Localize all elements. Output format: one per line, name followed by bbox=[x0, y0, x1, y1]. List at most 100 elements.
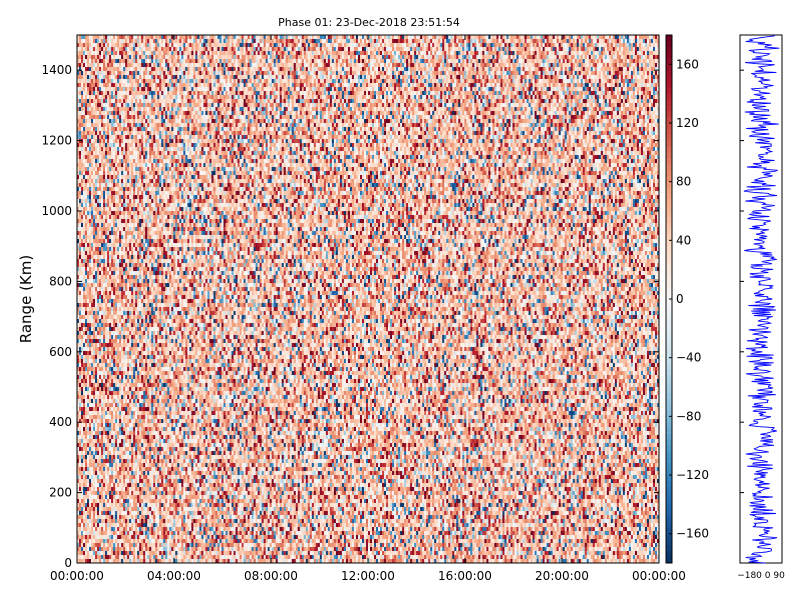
colorbar-segment bbox=[666, 211, 672, 217]
colorbar-segment bbox=[666, 158, 672, 164]
colorbar-segment bbox=[666, 422, 672, 428]
colorbar-segment bbox=[666, 41, 672, 47]
colorbar-segment bbox=[666, 123, 672, 129]
colorbar-segment bbox=[666, 399, 672, 405]
y-tick-label: 400 bbox=[49, 415, 72, 429]
colorbar-segment bbox=[666, 287, 672, 293]
colorbar-segment bbox=[666, 545, 672, 551]
colorbar-segment bbox=[666, 193, 672, 199]
colorbar-segment bbox=[666, 76, 672, 82]
colorbar-segment bbox=[666, 364, 672, 370]
colorbar-tick-label: 160 bbox=[676, 57, 699, 71]
colorbar-segment bbox=[666, 493, 672, 499]
colorbar-segment bbox=[666, 135, 672, 141]
colorbar-segment bbox=[666, 82, 672, 88]
colorbar-segment bbox=[666, 264, 672, 270]
colorbar-segment bbox=[666, 387, 672, 393]
colorbar-tick-label: −80 bbox=[676, 409, 701, 423]
colorbar-segment bbox=[666, 53, 672, 59]
y-tick-label: 1000 bbox=[41, 204, 72, 218]
profile-x-tick-labels: −180 0 90 bbox=[737, 571, 785, 581]
y-tick-label: 1400 bbox=[41, 63, 72, 77]
colorbar-segment bbox=[666, 498, 672, 504]
colorbar-segment bbox=[666, 47, 672, 53]
colorbar-segment bbox=[666, 258, 672, 264]
colorbar-segment bbox=[666, 100, 672, 106]
colorbar-segment bbox=[666, 70, 672, 76]
colorbar-tick-label: −120 bbox=[676, 468, 709, 482]
colorbar-segment bbox=[666, 111, 672, 117]
colorbar-segment bbox=[666, 322, 672, 328]
x-tick-label: 00:00:00 bbox=[632, 569, 686, 583]
colorbar-tick-label: 40 bbox=[676, 233, 691, 247]
colorbar-segment bbox=[666, 487, 672, 493]
colorbar-segment bbox=[666, 328, 672, 334]
colorbar-segment bbox=[666, 64, 672, 70]
y-tick-label: 1200 bbox=[41, 134, 72, 148]
colorbar-tick-label: 120 bbox=[676, 116, 699, 130]
colorbar-segment bbox=[666, 146, 672, 152]
colorbar-segment bbox=[666, 557, 672, 563]
colorbar-segment bbox=[666, 252, 672, 258]
x-tick-label: 16:00:00 bbox=[438, 569, 492, 583]
y-tick-label: 0 bbox=[64, 556, 72, 570]
colorbar-segment bbox=[666, 105, 672, 111]
x-tick-label: 00:00:00 bbox=[50, 569, 104, 583]
colorbar-segment bbox=[666, 229, 672, 235]
colorbar-segment bbox=[666, 416, 672, 422]
colorbar-segment bbox=[666, 311, 672, 317]
heatmap bbox=[77, 35, 659, 563]
colorbar-segment bbox=[666, 182, 672, 188]
colorbar-segment bbox=[666, 504, 672, 510]
colorbar-segment bbox=[666, 188, 672, 194]
colorbar-segment bbox=[666, 176, 672, 182]
colorbar-segment bbox=[666, 446, 672, 452]
colorbar-segment bbox=[666, 94, 672, 100]
colorbar-segment bbox=[666, 481, 672, 487]
chart-title: Phase 01: 23-Dec-2018 23:51:54 bbox=[278, 16, 460, 29]
colorbar-segment bbox=[666, 246, 672, 252]
colorbar-segment bbox=[666, 522, 672, 528]
y-tick-label: 800 bbox=[49, 274, 72, 288]
colorbar-segment bbox=[666, 205, 672, 211]
colorbar-segment bbox=[666, 410, 672, 416]
colorbar-segment bbox=[666, 223, 672, 229]
colorbar-segment bbox=[666, 434, 672, 440]
colorbar-segment bbox=[666, 164, 672, 170]
colorbar-segment bbox=[666, 369, 672, 375]
colorbar-segment bbox=[666, 405, 672, 411]
colorbar-segment bbox=[666, 375, 672, 381]
x-tick-label: 20:00:00 bbox=[535, 569, 589, 583]
colorbar-segment bbox=[666, 152, 672, 158]
colorbar-segment bbox=[666, 199, 672, 205]
colorbar-segment bbox=[666, 234, 672, 240]
y-tick-label: 600 bbox=[49, 345, 72, 359]
colorbar-tick-label: −160 bbox=[676, 527, 709, 541]
colorbar-segment bbox=[666, 340, 672, 346]
colorbar-segment bbox=[666, 540, 672, 546]
colorbar-segment bbox=[666, 88, 672, 94]
colorbar-segment bbox=[666, 452, 672, 458]
colorbar-segment bbox=[666, 240, 672, 246]
colorbar-segment bbox=[666, 276, 672, 282]
colorbar-segment bbox=[666, 129, 672, 135]
colorbar-segment bbox=[666, 528, 672, 534]
colorbar-segment bbox=[666, 469, 672, 475]
colorbar-tick-label: −40 bbox=[676, 351, 701, 365]
y-axis-label: Range (Km) bbox=[17, 255, 35, 343]
x-tick-label: 08:00:00 bbox=[244, 569, 298, 583]
x-tick-label: 04:00:00 bbox=[147, 569, 201, 583]
colorbar-segment bbox=[666, 346, 672, 352]
colorbar-segment bbox=[666, 317, 672, 323]
colorbar-segment bbox=[666, 358, 672, 364]
colorbar-segment bbox=[666, 117, 672, 123]
colorbar-segment bbox=[666, 270, 672, 276]
colorbar-segment bbox=[666, 463, 672, 469]
colorbar-segment bbox=[666, 475, 672, 481]
colorbar-segment bbox=[666, 299, 672, 305]
colorbar-segment bbox=[666, 551, 672, 557]
colorbar-segment bbox=[666, 58, 672, 64]
colorbar-segment bbox=[666, 457, 672, 463]
